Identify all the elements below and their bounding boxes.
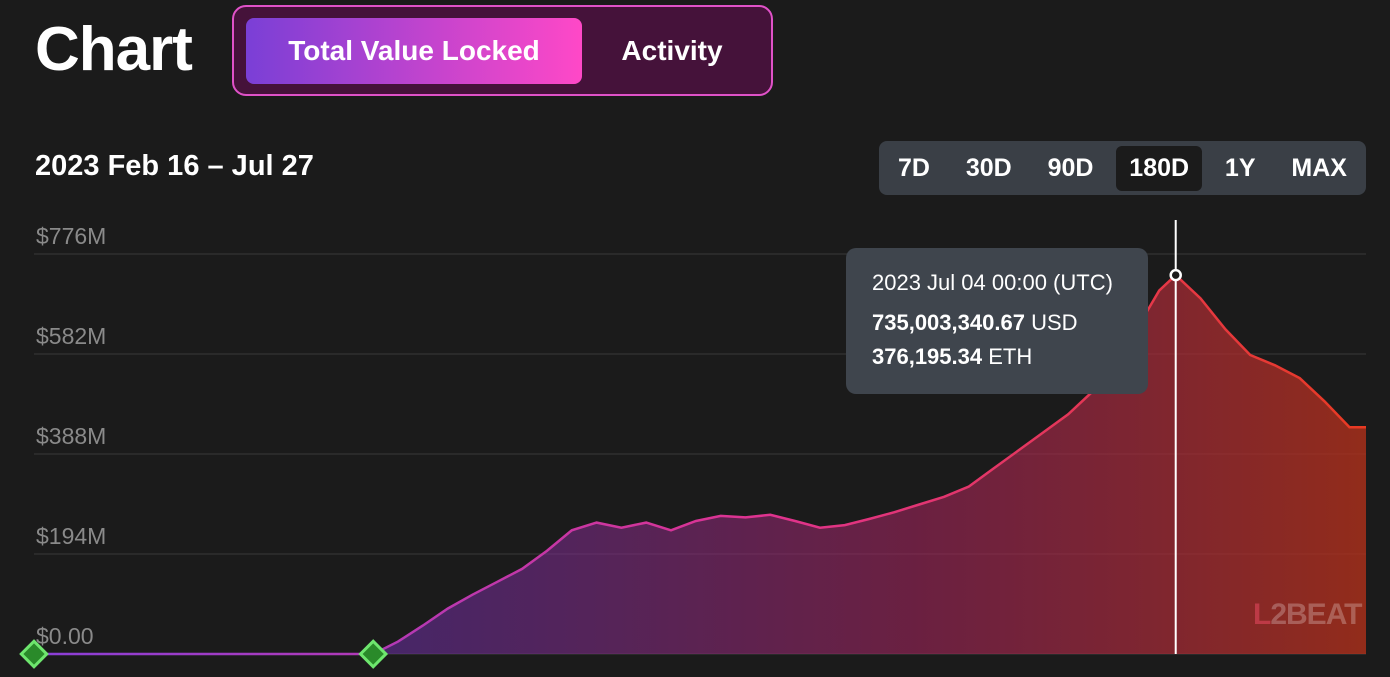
period-180d-button[interactable]: 180D xyxy=(1116,145,1203,191)
period-90d-button[interactable]: 90D xyxy=(1047,153,1094,182)
chart-tooltip: 2023 Jul 04 00:00 (UTC) 735,003,340.67 U… xyxy=(846,248,1148,394)
date-range-label: 2023 Feb 16 – Jul 27 xyxy=(35,150,314,182)
hover-point xyxy=(1169,268,1182,282)
tvl-line xyxy=(34,273,1366,656)
l2beat-logo: L2BEAT xyxy=(1253,598,1362,631)
y-tick-label: $582M xyxy=(36,323,106,349)
y-tick-label: $776M xyxy=(36,223,106,249)
y-tick-label: $194M xyxy=(36,523,106,549)
chart-type-switch: Total Value Locked Activity xyxy=(232,5,773,96)
tooltip-usd: 735,003,340.67 USD xyxy=(872,310,1122,336)
tooltip-usd-value: 735,003,340.67 xyxy=(872,310,1025,335)
tooltip-date: 2023 Jul 04 00:00 (UTC) xyxy=(872,270,1113,295)
tooltip-usd-unit: USD xyxy=(1031,310,1078,335)
tab-total-value-locked[interactable]: Total Value Locked xyxy=(246,17,582,84)
tooltip-eth-value: 376,195.34 xyxy=(872,344,983,369)
y-tick-label: $388M xyxy=(36,423,106,449)
y-tick-label: $0.00 xyxy=(36,623,94,649)
event-marker[interactable] xyxy=(19,639,49,669)
event-marker[interactable] xyxy=(358,639,389,669)
page-title: Chart xyxy=(35,15,193,84)
tvl-chart[interactable]: $0.00 $194M $388M $582M $776M xyxy=(0,200,1390,677)
tooltip-eth: 376,195.34 ETH xyxy=(872,344,1122,370)
period-max-button[interactable]: MAX xyxy=(1291,153,1347,182)
tooltip-eth-unit: ETH xyxy=(988,344,1033,369)
period-30d-button[interactable]: 30D xyxy=(965,153,1012,182)
period-1y-button[interactable]: 1Y xyxy=(1224,153,1256,182)
period-7d-button[interactable]: 7D xyxy=(898,153,930,182)
tab-activity[interactable]: Activity xyxy=(621,34,723,66)
period-selector: 7D 30D 90D 180D 1Y MAX xyxy=(879,141,1366,195)
